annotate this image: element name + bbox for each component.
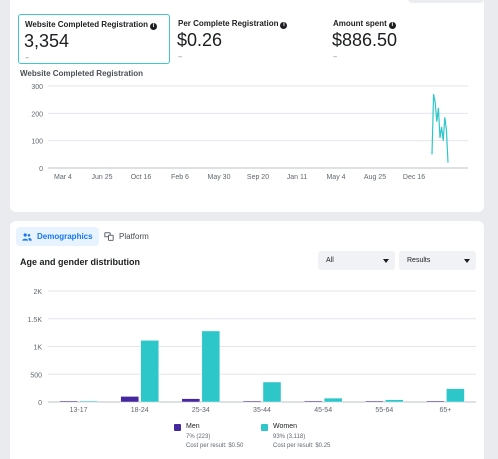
y-tick-label: 0 [38, 400, 42, 407]
x-tick-label: Dec 16 [403, 174, 425, 181]
metric-amount-spent[interactable]: Amount spent i $886.50 -- [327, 14, 477, 64]
series-line [431, 94, 449, 163]
tab-demographics[interactable]: Demographics [16, 227, 99, 246]
tab-label: Demographics [37, 232, 93, 241]
chevron-down-icon [383, 258, 389, 263]
performance-card: Website Completed Registration i 3,354 --… [10, 0, 484, 212]
metric-completed-registration[interactable]: Website Completed Registration i 3,354 -- [18, 14, 170, 64]
metric-filter-dropdown[interactable]: Results [399, 251, 476, 270]
x-tick-label: May 4 [326, 174, 345, 181]
bar-men [242, 400, 262, 403]
metric-label: Per Complete Registration i [178, 19, 288, 29]
info-icon[interactable]: i [280, 22, 288, 29]
bar-women [140, 340, 159, 403]
legend-swatch [174, 424, 181, 431]
metric-cost-per-registration[interactable]: Per Complete Registration i $0.26 -- [172, 14, 322, 64]
metric-delta: -- [178, 52, 182, 61]
x-tick-label: Mar 4 [54, 174, 72, 181]
bar-chart: 0 500 1K 1.5K 2K 13-17 18-24 25-34 35-44 45-54 55-… [28, 289, 476, 414]
y-tick-label: 500 [30, 372, 42, 379]
x-tick-label: 55-64 [375, 407, 393, 414]
metric-value: $0.26 [177, 30, 223, 50]
metric-label: Website Completed Registration i [25, 20, 157, 30]
dropdown-value: All [326, 257, 334, 264]
legend-stat: 7% (223) [186, 434, 211, 440]
info-icon[interactable]: i [388, 22, 396, 29]
bar-women [323, 397, 343, 403]
x-tick-label: 25-34 [192, 407, 210, 414]
bar-women [446, 388, 465, 403]
x-tick-label: 45-54 [314, 407, 332, 414]
y-tick-label: 300 [31, 84, 43, 91]
bar-women [201, 330, 221, 403]
metric-delta: -- [333, 52, 337, 61]
metric-delta: -- [25, 53, 29, 62]
y-tick-label: 1.5K [28, 317, 43, 324]
metric-value: $886.50 [332, 30, 398, 50]
x-tick-label: Aug 25 [364, 174, 386, 181]
legend-cost: Cost per result: $0.25 [273, 443, 331, 449]
legend-stat: 93% (3,118) [273, 434, 306, 440]
y-tick-label: 1K [33, 345, 42, 352]
y-tick-label: 200 [31, 111, 43, 118]
bar-men [59, 400, 78, 403]
x-tick-label: 35-44 [253, 407, 271, 414]
bar-women [385, 399, 404, 403]
audience-filter-dropdown[interactable]: All [318, 251, 395, 270]
legend-label: Men [186, 423, 200, 430]
x-tick-label: Feb 6 [171, 174, 189, 181]
bar-men [365, 400, 384, 403]
line-chart: 0 100 200 300 Mar 4 Jun 25 Oct 16 Feb 6 May 30 Se… [31, 84, 468, 181]
bar-men [426, 400, 445, 403]
x-tick-label: Jan 11 [287, 174, 308, 181]
x-tick-label: 65+ [439, 407, 451, 414]
x-tick-label: Jun 25 [91, 174, 112, 181]
people-icon [22, 232, 32, 241]
tab-platform[interactable]: Platform [98, 227, 155, 246]
x-tick-label: Sep 20 [247, 174, 269, 181]
bar-men [120, 396, 139, 403]
x-tick-label: May 30 [208, 174, 231, 181]
x-tick-label: 18-24 [131, 407, 149, 414]
y-tick-label: 0 [39, 166, 43, 173]
y-tick-label: 100 [31, 139, 43, 146]
bar-men [181, 398, 201, 403]
legend-cost: Cost per result: $0.50 [186, 443, 244, 449]
x-tick-label: 13-17 [70, 407, 88, 414]
breakdown-card: Demographics Platform Age and gender dis… [10, 221, 484, 459]
metric-value: 3,354 [24, 31, 70, 51]
dropdown-value: Results [407, 257, 431, 264]
tab-label: Platform [119, 232, 149, 241]
metric-label: Amount spent i [333, 19, 396, 29]
legend-swatch [261, 424, 268, 431]
y-tick-label: 2K [33, 289, 42, 296]
info-icon[interactable]: i [149, 23, 157, 30]
legend-label: Women [273, 423, 297, 430]
devices-icon [104, 232, 114, 241]
chevron-down-icon [464, 258, 470, 263]
bar-men [303, 400, 323, 403]
bar-women [79, 400, 98, 403]
x-tick-label: Oct 16 [131, 174, 152, 181]
bar-women [262, 381, 282, 403]
top-action-button[interactable] [408, 0, 484, 3]
bar-chart-title: Age and gender distribution [20, 257, 141, 267]
line-chart-title: Website Completed Registration [20, 69, 143, 78]
